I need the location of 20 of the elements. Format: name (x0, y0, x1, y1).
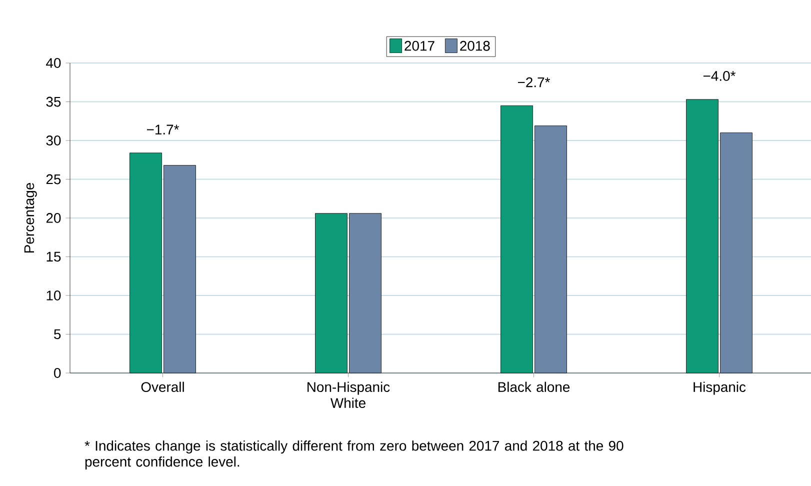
annotation: −4.0* (703, 71, 736, 81)
y-tick-label: 10 (46, 290, 61, 300)
y-tick-label: 35 (46, 96, 61, 107)
annotation: −2.7* (518, 77, 550, 88)
x-tick-label: Black alone (498, 382, 570, 392)
y-tick-label: 5 (54, 329, 61, 340)
x-tick-label: Non-Hispanic White (308, 382, 390, 408)
annotation: −1.7* (146, 124, 180, 134)
x-tick-label: Overall (141, 382, 184, 392)
y-tick-label: 30 (46, 136, 61, 146)
y-axis-title: Percentage (24, 182, 37, 253)
y-tick-label: 20 (46, 213, 61, 223)
y-tick-label: 40 (46, 58, 61, 68)
y-tick-label: 0 (54, 368, 61, 378)
y-tick-label: 15 (46, 252, 61, 262)
legend-label: 2018 (460, 40, 490, 51)
text: * Indicates change is statistically different from zero between 2017 and 2018 at the 90 percent confidence level. (84, 440, 624, 470)
legend-label: 2017 (404, 40, 434, 51)
x-tick-label: Hispanic (694, 382, 746, 395)
y-tick-label: 25 (46, 174, 61, 184)
